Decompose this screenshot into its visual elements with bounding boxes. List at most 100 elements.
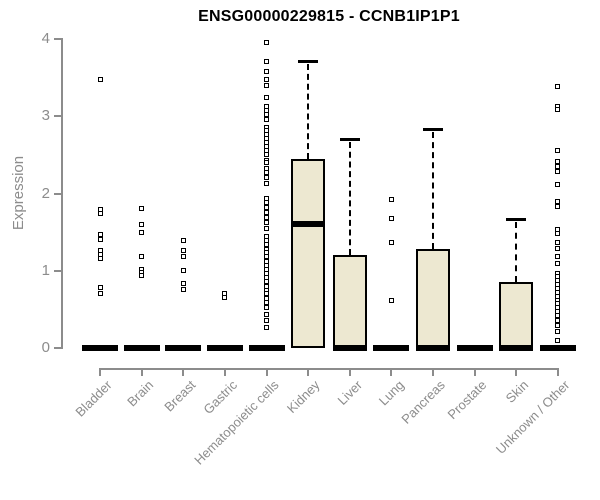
outlier-point	[264, 324, 270, 330]
outlier-point	[555, 147, 561, 153]
x-axis-tick	[348, 368, 351, 376]
outlier-point	[264, 291, 270, 297]
outlier-point	[264, 82, 270, 88]
zero-median-bar	[248, 345, 285, 351]
outlier-point	[555, 159, 561, 165]
upper-whisker	[515, 221, 518, 283]
x-axis-tick	[556, 368, 559, 376]
outlier-point	[264, 112, 270, 118]
outlier-point	[388, 197, 394, 203]
outlier-point	[264, 204, 270, 210]
outlier-point	[555, 106, 561, 112]
outlier-point	[180, 248, 186, 254]
outlier-point	[264, 225, 270, 231]
outlier-point	[555, 323, 561, 329]
zero-median-bar	[82, 345, 118, 351]
upper-whisker	[348, 142, 351, 255]
outlier-point	[555, 254, 561, 260]
outlier-point	[264, 299, 270, 305]
outlier-point	[388, 297, 394, 303]
x-axis-tick-label: Pancreas	[398, 377, 448, 427]
outlier-point	[97, 211, 103, 217]
whisker-cap	[423, 128, 444, 132]
x-axis-tick-label: Unknown / Other	[493, 377, 573, 457]
x-axis-tick-label: Brain	[124, 377, 157, 410]
outlier-point	[222, 294, 228, 300]
outlier-point	[139, 205, 145, 211]
zero-median-bar	[456, 345, 493, 351]
outlier-point	[180, 238, 186, 244]
x-axis-tick	[473, 368, 476, 376]
x-axis-tick	[307, 368, 310, 376]
outlier-point	[264, 241, 270, 247]
y-axis-tick	[54, 269, 62, 272]
chart-title: ENSG00000229815 - CCNB1IP1P1	[198, 8, 460, 25]
outlier-point	[180, 280, 186, 286]
outlier-point	[97, 77, 103, 83]
x-axis-tick-label: Prostate	[444, 377, 490, 423]
outlier-point	[139, 221, 145, 227]
y-axis-tick-label: 0	[41, 339, 50, 356]
outlier-point	[264, 254, 270, 260]
zero-median-bar	[123, 345, 160, 351]
y-axis-tick-label: 4	[41, 30, 50, 47]
outlier-point	[555, 261, 561, 267]
y-axis-tick	[54, 192, 62, 195]
outlier-point	[97, 231, 103, 237]
x-axis-line	[99, 368, 559, 370]
x-axis-tick	[182, 368, 185, 376]
outlier-point	[555, 169, 561, 175]
outlier-point	[264, 174, 270, 180]
y-axis-tick-label: 2	[41, 184, 50, 202]
y-axis-tick	[54, 38, 62, 40]
x-axis-tick-label: Liver	[334, 377, 365, 408]
outlier-point	[555, 84, 561, 90]
outlier-point	[388, 216, 394, 222]
zero-median-bar	[206, 345, 243, 351]
median-line	[416, 345, 451, 351]
y-axis-tick	[54, 115, 62, 118]
y-axis-tick-label: 1	[41, 261, 50, 279]
x-axis-tick-label: Lung	[375, 377, 407, 409]
zero-median-bar	[539, 345, 576, 351]
outlier-point	[555, 163, 561, 169]
outlier-point	[264, 312, 270, 318]
x-axis-tick-label: Hematopoietic cells	[191, 377, 282, 468]
outlier-point	[264, 195, 270, 201]
outlier-point	[264, 279, 270, 285]
boxplot-box	[332, 254, 367, 348]
x-axis-tick-label: Skin	[502, 377, 532, 406]
outlier-point	[555, 337, 561, 343]
outlier-point	[555, 329, 561, 335]
outlier-point	[97, 255, 103, 261]
zero-median-bar	[373, 345, 410, 351]
outlier-point	[180, 286, 186, 292]
x-axis-tick	[390, 368, 393, 376]
x-axis-tick-label: Breast	[161, 377, 199, 415]
outlier-point	[555, 239, 561, 245]
x-axis-tick	[515, 368, 518, 376]
zero-median-bar	[165, 345, 202, 351]
outlier-point	[264, 304, 270, 310]
outlier-point	[264, 318, 270, 324]
boxplot-box	[291, 158, 326, 348]
outlier-point	[264, 266, 270, 272]
y-axis-line	[61, 38, 63, 349]
outlier-point	[555, 245, 561, 251]
x-axis-tick-label: Kidney	[284, 377, 324, 417]
outlier-point	[264, 165, 270, 171]
outlier-point	[139, 272, 145, 278]
x-axis-tick	[265, 368, 268, 376]
whisker-cap	[506, 217, 527, 221]
outlier-point	[264, 151, 270, 157]
outlier-point	[264, 170, 270, 176]
outlier-point	[555, 226, 561, 232]
outlier-point	[264, 76, 270, 82]
outlier-point	[180, 268, 186, 274]
x-axis-tick-label: Gastric	[200, 377, 240, 418]
whisker-cap	[339, 138, 360, 142]
x-axis-tick	[140, 368, 143, 376]
outlier-point	[97, 290, 103, 296]
outlier-point	[97, 285, 103, 291]
